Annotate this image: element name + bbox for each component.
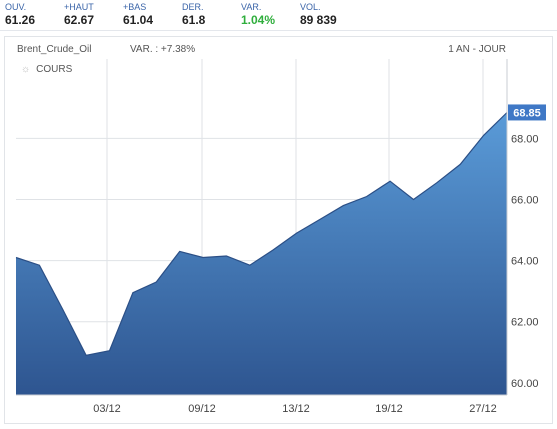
- stat-label: OUV.: [5, 2, 27, 12]
- stat-low: +BAS 61.04: [123, 1, 153, 28]
- stat-open: OUV. 61.26: [5, 1, 35, 28]
- stat-label: DER.: [182, 2, 204, 12]
- stat-label: +HAUT: [64, 2, 94, 12]
- stat-label: +BAS: [123, 2, 147, 12]
- stats-bar: OUV. 61.26 +HAUT 62.67 +BAS 61.04 DER. 6…: [0, 0, 557, 30]
- y-tick-label: 66.00: [511, 195, 539, 207]
- stat-variation: VAR. 1.04%: [241, 1, 275, 28]
- x-tick-label: 13/12: [282, 403, 310, 415]
- price-line: [15, 112, 508, 356]
- y-tick-label: 68.00: [511, 133, 539, 145]
- divider: [0, 30, 557, 31]
- price-area: [16, 112, 507, 395]
- x-tick-label: 09/12: [188, 403, 216, 415]
- variation-label: VAR. : +7.38%: [130, 44, 196, 55]
- x-tick-label: 27/12: [469, 403, 497, 415]
- stat-value: 61.8: [182, 13, 206, 27]
- symbol-label: Brent_Crude_Oil: [17, 44, 92, 55]
- stat-last: DER. 61.8: [182, 1, 205, 28]
- y-tick-label: 64.00: [511, 256, 539, 268]
- chart-panel: Brent_Crude_Oil VAR. : +7.38% 1 AN - JOU…: [4, 36, 553, 424]
- legend-label: COURS: [36, 64, 73, 75]
- y-tick-label: 62.00: [511, 317, 539, 329]
- stat-value: 89 839: [300, 13, 337, 27]
- stat-value: 61.26: [5, 13, 36, 27]
- legend-cours[interactable]: ☼ COURS: [21, 64, 72, 75]
- period-selector[interactable]: 1 AN - JOUR: [448, 44, 506, 55]
- stat-label: VAR.: [241, 2, 262, 12]
- x-tick-label: 19/12: [375, 403, 403, 415]
- gear-icon[interactable]: ☼: [21, 64, 31, 75]
- stat-value: 61.04: [123, 13, 154, 27]
- last-price-badge: [508, 104, 546, 121]
- stat-label: VOL.: [300, 2, 321, 12]
- last-price-label: 68.85: [513, 107, 541, 119]
- stat-value: 62.67: [64, 13, 95, 27]
- x-tick-label: 03/12: [93, 403, 121, 415]
- stat-value: 1.04%: [241, 13, 276, 27]
- price-chart[interactable]: 60.00 62.00 64.00 66.00 68.00 03/12 09/12 13/12…: [5, 37, 552, 423]
- y-tick-label: 60.00: [511, 378, 539, 390]
- stat-high: +HAUT 62.67: [64, 1, 94, 28]
- stat-volume: VOL. 89 839: [300, 1, 337, 28]
